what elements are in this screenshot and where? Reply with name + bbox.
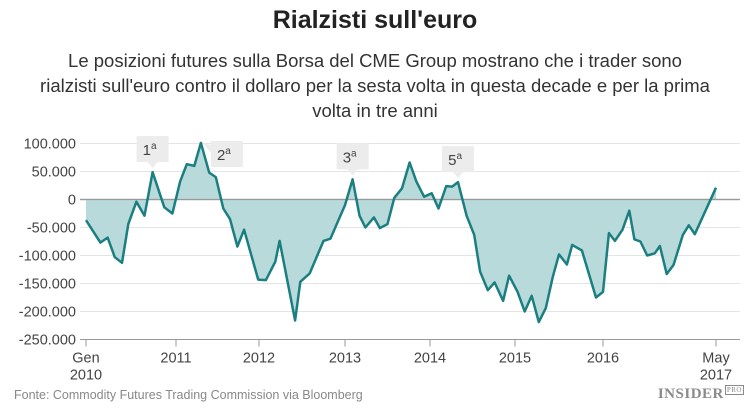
source-note: Fonte: Commodity Futures Trading Commiss… <box>14 388 363 402</box>
series-line <box>84 141 718 324</box>
logo-badge: PRO <box>724 385 744 395</box>
annotation-5: 5a <box>442 146 475 179</box>
y-tick-label: -100.000 <box>19 249 76 265</box>
chart-subtitle: Le posizioni futures sulla Borsa del CME… <box>40 50 710 121</box>
y-tick-label: -150.000 <box>19 277 76 293</box>
x-tick-label: 2014 <box>414 351 446 367</box>
annotation-box <box>442 146 475 173</box>
y-tick-label: 100.000 <box>24 137 76 153</box>
annotation-box <box>210 140 243 167</box>
annotation-box <box>336 143 369 170</box>
annotation-1: 1a <box>136 136 169 169</box>
y-tick-label: 0 <box>68 193 76 209</box>
x-tick-label: 2013 <box>329 351 361 367</box>
y-tick-label: -200.000 <box>19 305 76 321</box>
insider-pro-logo: INSIDER PRO <box>657 385 744 403</box>
x-tick-label-year: 2010 <box>70 368 102 384</box>
logo-text: INSIDER <box>657 386 724 402</box>
y-tick-label: -50.000 <box>27 221 76 237</box>
annotation-label: 5a <box>448 151 462 169</box>
annotation-3: 3a <box>336 143 369 176</box>
x-tick-label-year: 2017 <box>700 368 732 384</box>
x-tick-label: 2012 <box>243 351 275 367</box>
y-tick-label: -250.000 <box>19 333 76 349</box>
annotation-2: 2a <box>202 140 243 167</box>
annotation-pointer <box>347 169 358 176</box>
chart-title: Rialzisti sull'euro <box>272 6 478 34</box>
x-tick-label: May <box>702 351 730 367</box>
x-tick-label: 2015 <box>499 351 531 367</box>
annotation-label: 3a <box>343 148 357 166</box>
annotation-label: 1a <box>143 141 157 159</box>
x-tick-label: Gen <box>72 351 99 367</box>
annotation-pointer <box>202 142 211 153</box>
x-tick-label: 2016 <box>587 351 619 367</box>
annotation-pointer <box>147 162 158 169</box>
annotation-box <box>136 136 169 163</box>
annotation-pointer <box>453 172 464 179</box>
area-fill <box>86 142 716 323</box>
annotation-label: 2a <box>217 146 231 164</box>
x-tick-label: 2011 <box>160 351 191 367</box>
y-tick-label: 50.000 <box>32 165 76 181</box>
